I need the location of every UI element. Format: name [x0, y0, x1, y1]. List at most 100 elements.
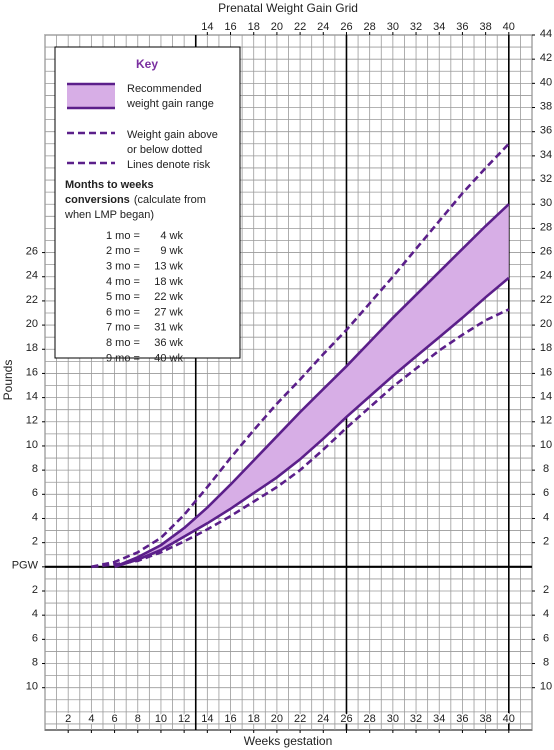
y-tick-label: 2	[32, 584, 38, 596]
conversion-months: 2 mo =	[106, 245, 140, 257]
y2-tick-label: 26	[540, 245, 552, 257]
x-tick-label: 40	[503, 713, 515, 725]
key: Key Recommended weight gain range Weight ga…	[54, 46, 241, 364]
y-tick-label: 10	[26, 439, 38, 451]
y-tick-label: 22	[26, 294, 38, 306]
y2-tick-label: 40	[540, 76, 552, 88]
y-tick-label: 10	[26, 681, 38, 693]
x2-tick-label: 38	[479, 21, 491, 33]
key-title: Key	[136, 57, 158, 71]
x2-tick-label: 32	[410, 21, 422, 33]
conversion-note: (calculate from	[134, 194, 206, 206]
x-tick-label: 22	[294, 713, 306, 725]
legend-label: or below dotted	[127, 144, 202, 156]
legend-label: Weight gain above	[127, 129, 218, 141]
x-tick-label: 6	[112, 713, 118, 725]
y-tick-label: 16	[26, 366, 38, 378]
y-tick-label: 24	[26, 270, 38, 282]
x2-tick-label: 14	[201, 21, 213, 33]
y2-tick-label: 10	[540, 681, 552, 693]
conversion-months: 5 mo =	[106, 291, 140, 303]
y-tick-label: 6	[32, 632, 38, 644]
chart-title: Prenatal Weight Gain Grid	[218, 1, 358, 15]
conversion-heading: conversions (calculate from	[65, 194, 206, 206]
x-tick-label: 14	[201, 713, 213, 725]
x-tick-label: 2	[65, 713, 71, 725]
x-tick-label: 20	[271, 713, 283, 725]
x-tick-label: 38	[479, 713, 491, 725]
x-tick-label: 28	[364, 713, 376, 725]
conversion-months: 4 mo =	[106, 276, 140, 288]
y-tick-label: 14	[26, 391, 38, 403]
y2-tick-label: 32	[540, 173, 552, 185]
y2-tick-label: 10	[540, 439, 552, 451]
x-tick-label: 4	[88, 713, 94, 725]
range-line	[114, 276, 510, 569]
legend-label: weight gain range	[126, 98, 214, 110]
y2-tick-label: 16	[540, 366, 552, 378]
conversion-months: 3 mo =	[106, 261, 140, 273]
x-tick-label: 12	[178, 713, 190, 725]
legend-swatch	[67, 84, 115, 108]
risk-line	[91, 308, 510, 569]
conversion-weeks: 40 wk	[154, 352, 183, 364]
x-tick-label: 18	[248, 713, 260, 725]
x2-tick-label: 26	[340, 21, 352, 33]
x-tick-label: 26	[340, 713, 352, 725]
y2-tick-label: 44	[540, 28, 552, 40]
x-tick-label: 30	[387, 713, 399, 725]
conversion-weeks: 9 wk	[160, 245, 183, 257]
y-tick-label: 4	[32, 608, 38, 620]
x-tick-label: 36	[456, 713, 468, 725]
y2-tick-label: 14	[540, 391, 552, 403]
conversion-weeks: 31 wk	[154, 322, 183, 334]
x2-tick-label: 40	[503, 21, 515, 33]
legend-label: Lines denote risk	[127, 159, 211, 171]
conversion-weeks: 4 wk	[160, 230, 183, 242]
y-tick-label: 18	[26, 342, 38, 354]
x-tick-label: 16	[224, 713, 236, 725]
x2-tick-label: 22	[294, 21, 306, 33]
risk-line	[91, 142, 510, 569]
y2-tick-label: 4	[543, 511, 549, 523]
conversion-weeks: 18 wk	[154, 276, 183, 288]
y2-tick-label: 36	[540, 125, 552, 137]
x2-tick-label: 36	[456, 21, 468, 33]
y2-tick-label: 2	[543, 536, 549, 548]
conversion-months: 8 mo =	[106, 337, 140, 349]
conversion-months: 9 mo =	[106, 352, 140, 364]
key-box	[54, 46, 241, 359]
y2-tick-label: 4	[543, 608, 549, 620]
x2-tick-label: 34	[433, 21, 445, 33]
conversion-heading: conversions	[65, 194, 130, 206]
y2-tick-label: 6	[543, 632, 549, 644]
y2-tick-label: 8	[543, 656, 549, 668]
conversion-months: 1 mo =	[106, 230, 140, 242]
range-line	[114, 203, 510, 569]
x-tick-label: 24	[317, 713, 329, 725]
conversion-weeks: 27 wk	[154, 306, 183, 318]
conversion-weeks: 22 wk	[154, 291, 183, 303]
y2-tick-label: 6	[543, 487, 549, 499]
x2-tick-label: 28	[364, 21, 376, 33]
y2-tick-label: 34	[540, 149, 552, 161]
y2-tick-label: 8	[543, 463, 549, 475]
x2-tick-label: 20	[271, 21, 283, 33]
x-tick-label: 32	[410, 713, 422, 725]
y2-tick-label: 24	[540, 270, 552, 282]
y2-tick-label: 22	[540, 294, 552, 306]
y-tick-label: 12	[26, 415, 38, 427]
conversion-weeks: 13 wk	[154, 261, 183, 273]
y2-tick-label: 20	[540, 318, 552, 330]
y-tick-label: 8	[32, 656, 38, 668]
y-tick-label: 6	[32, 487, 38, 499]
x2-tick-label: 30	[387, 21, 399, 33]
x2-tick-label: 24	[317, 21, 329, 33]
y2-tick-label: 28	[540, 221, 552, 233]
x-tick-label: 10	[155, 713, 167, 725]
conversion-weeks: 36 wk	[154, 337, 183, 349]
y-tick-label: 26	[26, 245, 38, 257]
y-tick-label: 20	[26, 318, 38, 330]
